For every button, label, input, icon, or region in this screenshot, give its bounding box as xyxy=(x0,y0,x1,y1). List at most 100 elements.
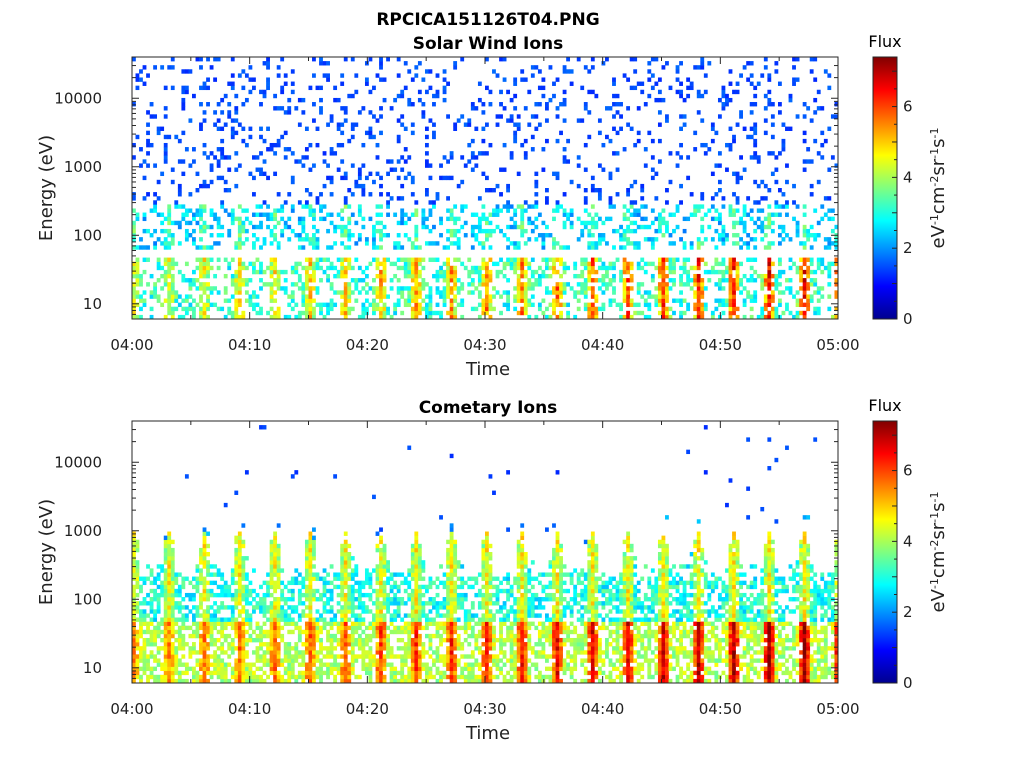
spectrogram-cell xyxy=(700,302,705,308)
spectrogram-cell xyxy=(732,282,736,287)
spectrogram-cell xyxy=(343,531,348,536)
spectrogram-cell xyxy=(216,241,221,246)
spectrogram-cell xyxy=(315,245,320,250)
spectrogram-cell xyxy=(181,69,186,74)
spectrogram-cell xyxy=(269,556,274,561)
spectrogram-cell xyxy=(336,576,341,581)
spectrogram-cell xyxy=(449,278,454,283)
spectrogram-cell xyxy=(820,261,825,267)
spectrogram-cell xyxy=(499,192,503,197)
spectrogram-cell xyxy=(181,216,186,222)
spectrogram-cell xyxy=(308,306,313,312)
spectrogram-cell xyxy=(407,642,412,647)
spectrogram-cell xyxy=(665,228,669,234)
spectrogram-cell xyxy=(710,171,715,177)
spectrogram-cell xyxy=(721,106,726,111)
spectrogram-cell xyxy=(364,282,369,287)
spectrogram-cell xyxy=(530,73,535,78)
spectrogram-cell xyxy=(139,613,143,618)
spectrogram-cell xyxy=(132,637,136,643)
spectrogram-cell xyxy=(177,584,182,590)
spectrogram-cell xyxy=(439,290,443,295)
spectrogram-cell xyxy=(361,224,366,230)
spectrogram-cell xyxy=(241,69,246,74)
spectrogram-cell xyxy=(308,658,313,663)
spectrogram-cell xyxy=(255,633,260,639)
spectrogram-cell xyxy=(297,97,302,103)
spectrogram-cell xyxy=(700,224,705,230)
spectrogram-cell xyxy=(470,138,475,144)
spectrogram-cell xyxy=(583,200,588,205)
spectrogram-cell xyxy=(220,224,225,230)
spectrogram-cell xyxy=(386,646,390,651)
spectrogram-cell xyxy=(703,142,708,148)
spectrogram-cell xyxy=(195,629,200,635)
spectrogram-cell xyxy=(230,257,235,262)
spectrogram-cell xyxy=(499,310,503,316)
spectrogram-cell xyxy=(612,114,616,119)
spectrogram-cell xyxy=(446,310,450,316)
spectrogram-cell xyxy=(350,192,355,197)
spectrogram-cell xyxy=(273,547,278,553)
spectrogram-cell xyxy=(259,126,263,131)
spectrogram-cell xyxy=(386,601,390,606)
spectrogram-cell xyxy=(132,228,136,234)
spectrogram-cell xyxy=(643,102,648,107)
spectrogram-cell xyxy=(523,306,528,312)
spectrogram-cell xyxy=(266,310,270,316)
spectrogram-cell xyxy=(375,273,380,279)
spectrogram-cell xyxy=(516,282,521,287)
spectrogram-cell xyxy=(696,245,701,250)
spectrogram-cell xyxy=(732,212,736,217)
spectrogram-cell xyxy=(244,556,249,561)
spectrogram-cell xyxy=(301,163,306,168)
spectrogram-cell xyxy=(612,273,616,279)
spectrogram-cell xyxy=(149,580,154,586)
spectrogram-cell xyxy=(400,93,405,99)
spectrogram-cell xyxy=(400,654,405,659)
spectrogram-cell xyxy=(566,212,571,217)
spectrogram-cell xyxy=(650,241,655,246)
spectrogram-cell xyxy=(343,543,348,549)
spectrogram-cell xyxy=(725,269,729,275)
spectrogram-cell xyxy=(372,658,376,663)
spectrogram-cell xyxy=(407,155,412,160)
spectrogram-cell xyxy=(555,171,560,177)
spectrogram-cell xyxy=(255,212,260,217)
spectrogram-cell xyxy=(700,257,705,262)
spectrogram-cell xyxy=(322,625,327,631)
spectrogram-cell xyxy=(781,204,786,209)
spectrogram-cell xyxy=(142,629,147,635)
spectrogram-cell xyxy=(375,257,380,262)
spectrogram-cell xyxy=(382,224,387,230)
spectrogram-cell xyxy=(403,212,408,217)
spectrogram-cell xyxy=(192,282,196,287)
spectrogram-cell xyxy=(732,208,736,213)
spectrogram-cell xyxy=(555,282,560,287)
spectrogram-cell xyxy=(199,621,203,626)
spectrogram-cell xyxy=(244,216,249,222)
spectrogram-cell xyxy=(199,568,203,573)
spectrogram-cell xyxy=(248,637,253,643)
spectrogram-cell xyxy=(202,290,207,295)
spectrogram-cell xyxy=(195,658,200,663)
spectrogram-cell xyxy=(548,257,553,262)
spectrogram-cell xyxy=(725,142,729,148)
spectrogram-cell xyxy=(629,241,634,246)
spectrogram-cell xyxy=(336,666,341,672)
spectrogram-cell xyxy=(195,613,200,618)
spectrogram-cell xyxy=(661,261,666,267)
spectrogram-cell xyxy=(456,302,461,308)
spectrogram-cell xyxy=(227,588,232,594)
spectrogram-cell xyxy=(237,233,242,238)
spectrogram-cell xyxy=(297,233,302,238)
spectrogram-cell xyxy=(146,130,150,136)
spectrogram-cell xyxy=(770,171,775,177)
spectrogram-cell xyxy=(689,245,694,250)
spectrogram-cell xyxy=(562,69,567,74)
spectrogram-cell xyxy=(333,621,338,626)
spectrogram-cell xyxy=(763,65,768,70)
spectrogram-cell xyxy=(213,670,218,676)
spectrogram-cell xyxy=(834,290,839,295)
spectrogram-cell xyxy=(534,204,539,209)
